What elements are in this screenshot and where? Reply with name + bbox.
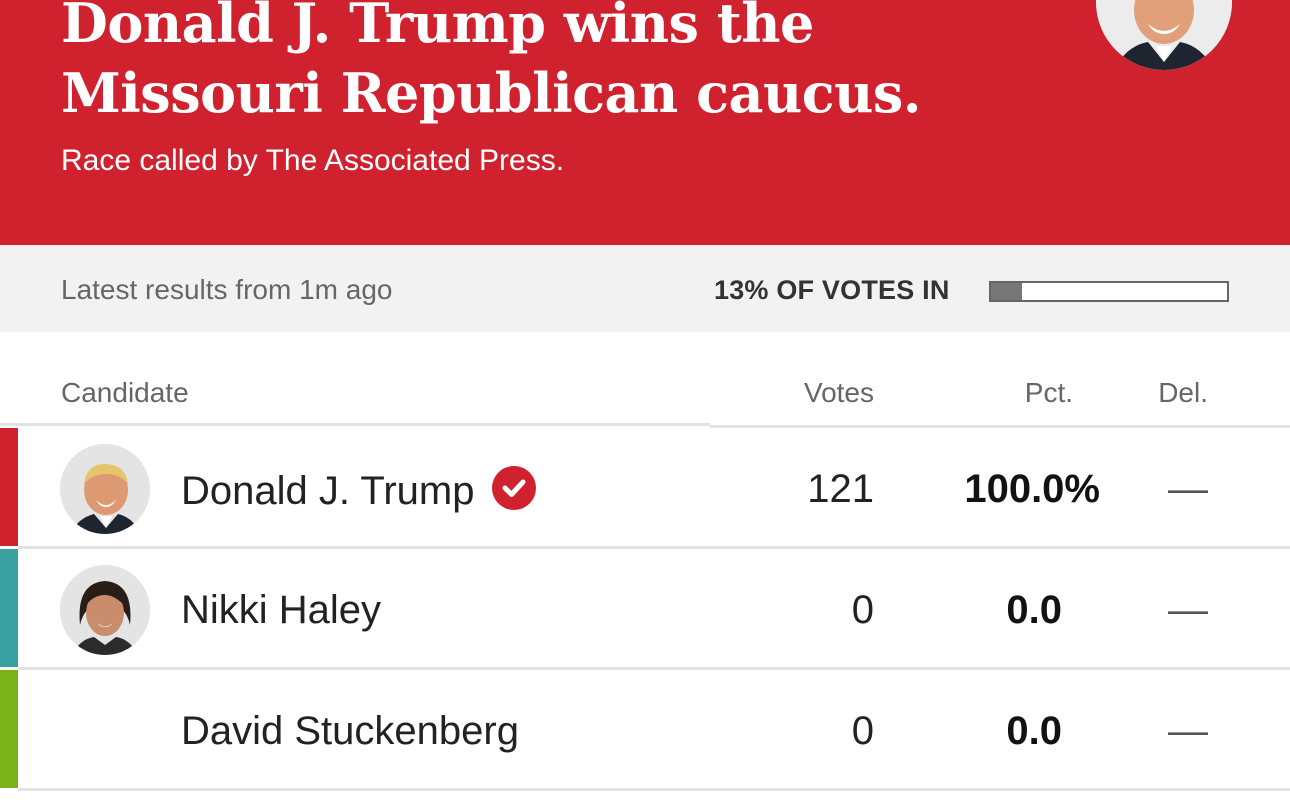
table-row: Nikki Haley 0 0.0 — — [0, 549, 1290, 670]
party-color-bar — [0, 549, 18, 667]
party-color-bar — [0, 670, 18, 788]
column-header-del: Del. — [1158, 377, 1208, 408]
trump-avatar — [60, 444, 150, 534]
checkmark-circle-icon — [492, 466, 537, 510]
votes-in-progress-fill — [991, 283, 1022, 300]
haley-avatar — [60, 565, 150, 655]
votes-in-label: 13% OF VOTES IN — [714, 275, 950, 305]
winner-avatar — [1096, 0, 1232, 70]
row-divider — [18, 667, 1290, 670]
column-header-pct: Pct. — [1024, 377, 1073, 408]
column-header-votes: Votes — [803, 377, 874, 408]
candidate-portrait-icon — [60, 444, 150, 534]
results-banner: Donald J. Trump wins the Missouri Republ… — [0, 0, 1290, 245]
candidate-portrait-icon — [1096, 0, 1232, 70]
race-called-note: Race called by The Associated Press. — [61, 144, 565, 177]
table-row: David Stuckenberg 0 0.0 — — [0, 670, 1290, 791]
candidate-votes: 121 — [807, 467, 874, 511]
candidate-delegates: — — [1168, 588, 1208, 632]
candidate-votes: 0 — [851, 588, 874, 632]
headline: Donald J. Trump wins the Missouri Republ… — [61, 0, 922, 125]
latest-results-timestamp: Latest results from 1m ago — [61, 274, 393, 305]
candidate-name: Nikki Haley — [181, 588, 382, 632]
candidate-pct: 100.0% — [964, 467, 1100, 511]
candidate-votes: 0 — [851, 709, 874, 753]
row-divider — [18, 788, 1290, 791]
candidate-delegates: — — [1168, 709, 1208, 753]
candidate-portrait-icon — [60, 565, 150, 655]
candidate-name: David Stuckenberg — [181, 709, 519, 753]
header-divider — [710, 425, 1290, 428]
table-row: Donald J. Trump 121 100.0% — — [0, 428, 1290, 549]
candidate-pct: 0.0 — [1006, 588, 1062, 632]
candidate-delegates: — — [1168, 467, 1208, 511]
candidate-pct: 0.0 — [1006, 709, 1062, 753]
row-divider — [18, 546, 1290, 549]
header-divider — [0, 423, 710, 426]
party-color-bar — [0, 428, 18, 546]
candidate-name: Donald J. Trump — [181, 466, 537, 514]
column-header-candidate: Candidate — [61, 377, 189, 408]
votes-in-progress-bar — [989, 281, 1229, 302]
